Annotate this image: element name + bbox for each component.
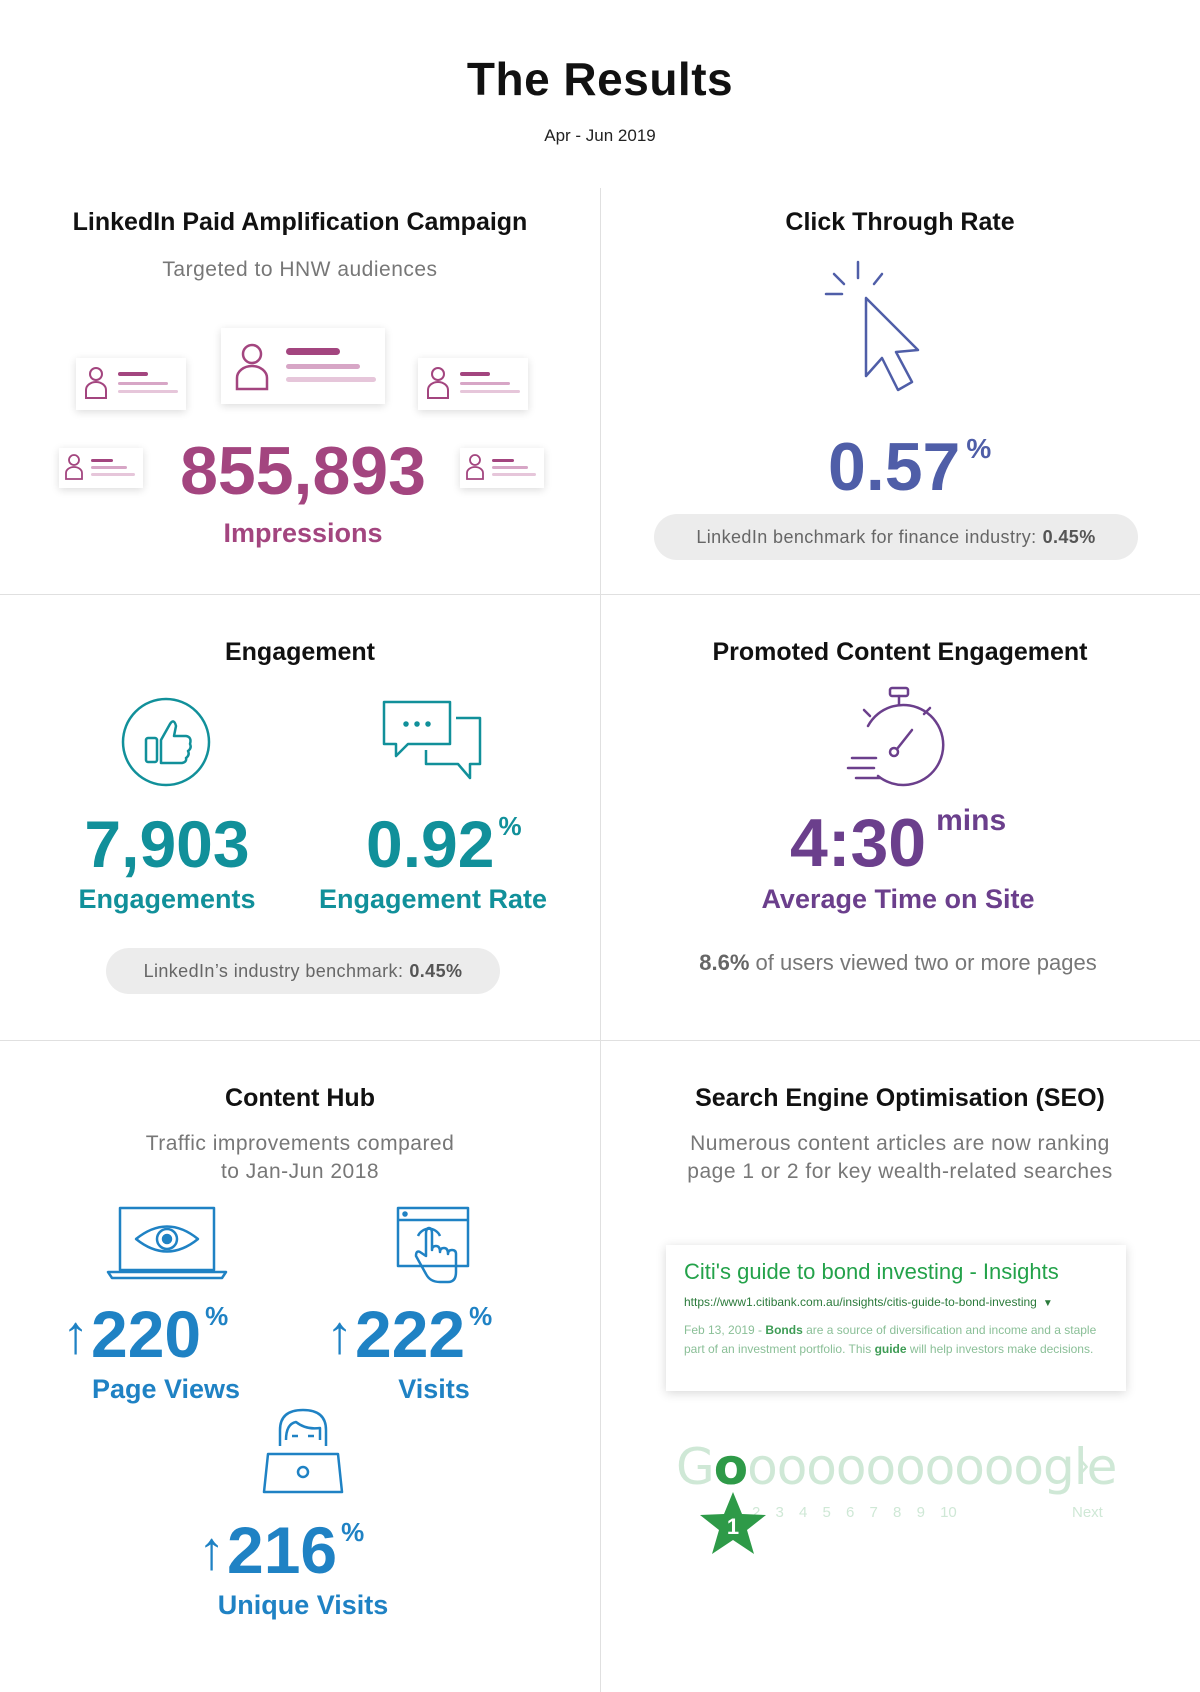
profile-card-icon xyxy=(235,343,376,391)
profile-card-icon xyxy=(427,367,520,399)
engagement-benchmark-text: LinkedIn’s industry benchmark: xyxy=(143,960,404,981)
snippet-text-1: are a source of diversification and inco… xyxy=(684,1323,1097,1356)
profile-card xyxy=(76,358,186,410)
engagement-section: Engagement 7,903 Engagements 0.92% Engag… xyxy=(0,594,600,1040)
pages-viewed-note: 8.6% of users viewed two or more pages xyxy=(600,950,1196,976)
seo-subtitle-2: page 1 or 2 for key wealth-related searc… xyxy=(687,1160,1113,1183)
page-period: Apr - Jun 2019 xyxy=(544,126,656,145)
pages-viewed-text: of users viewed two or more pages xyxy=(755,950,1097,975)
up-arrow-icon: ↑ xyxy=(326,1305,353,1365)
page-views-label: Page Views xyxy=(91,1374,241,1404)
engagements-label: Engagements xyxy=(78,884,256,914)
row-divider-1 xyxy=(0,594,1200,595)
ctr-title: Click Through Rate xyxy=(785,208,1015,236)
engagement-rate-wrap: 0.92% xyxy=(366,806,522,882)
impressions-label: Impressions xyxy=(223,518,383,548)
search-result-url-text: https://www1.citibank.com.au/insights/ci… xyxy=(684,1295,1037,1309)
chevron-right-icon[interactable]: › xyxy=(1078,1446,1090,1484)
content-hub-section: Content Hub Traffic improvements compare… xyxy=(0,1040,600,1692)
content-hub-title: Content Hub xyxy=(225,1084,375,1112)
page-views-value: 220 xyxy=(91,1297,202,1371)
engagement-rate-value: 0.92 xyxy=(366,807,495,881)
up-arrow-icon: ↑ xyxy=(62,1305,89,1365)
impressions-value: 855,893 xyxy=(180,433,426,509)
ctr-benchmark-text: LinkedIn benchmark for finance industry: xyxy=(696,526,1037,547)
time-on-site-label: Average Time on Site xyxy=(761,884,1035,914)
person-laptop-icon xyxy=(262,1408,344,1494)
profile-card xyxy=(460,448,544,488)
laptop-eye-icon xyxy=(106,1206,228,1280)
vertical-divider xyxy=(600,188,601,1692)
linkedin-section: LinkedIn Paid Amplification Campaign Tar… xyxy=(0,0,600,594)
snippet-bold-2: guide xyxy=(874,1342,907,1356)
profile-card-icon xyxy=(65,454,135,480)
search-result-url: https://www1.citibank.com.au/insights/ci… xyxy=(684,1295,1108,1309)
ctr-value: 0.57 xyxy=(828,429,961,505)
seo-section: Search Engine Optimisation (SEO) Numerou… xyxy=(600,1040,1200,1692)
chat-bubbles-icon xyxy=(382,700,482,780)
search-result-title[interactable]: Citi's guide to bond investing - Insight… xyxy=(684,1259,1059,1284)
engagement-rate-label: Engagement Rate xyxy=(318,884,548,914)
ctr-benchmark-value: 0.45% xyxy=(1042,526,1096,547)
google-pagination-logo: Gooooooooooogle xyxy=(676,1438,1117,1496)
google-logo-g: G xyxy=(676,1438,715,1496)
visits-value: 222 xyxy=(355,1297,466,1371)
google-logo-rest: oooooooooogle xyxy=(747,1438,1117,1496)
cursor-click-icon xyxy=(824,260,920,392)
profile-card xyxy=(59,448,143,488)
time-on-site-unit: mins xyxy=(936,804,1007,837)
row-divider-2 xyxy=(0,1040,1200,1041)
snippet-bold-1: Bonds xyxy=(765,1323,803,1337)
engagements-value: 7,903 xyxy=(84,807,250,881)
unique-visits-label: Unique Visits xyxy=(217,1590,389,1620)
visits-unit: % xyxy=(469,1301,493,1331)
content-hub-subtitle-2: to Jan-Jun 2018 xyxy=(220,1160,380,1183)
time-on-site-value: 4:30 xyxy=(790,805,927,881)
snippet-text-2: will help investors make decisions. xyxy=(909,1342,1094,1356)
linkedin-subtitle: Targeted to HNW audiences xyxy=(162,258,438,281)
linkedin-title: LinkedIn Paid Amplification Campaign xyxy=(72,208,528,236)
page-views-unit: % xyxy=(205,1301,229,1331)
stopwatch-icon xyxy=(846,686,945,787)
pages-viewed-value: 8.6% xyxy=(699,950,750,975)
engagement-benchmark-value: 0.45% xyxy=(409,960,463,981)
engagement-rate-unit: % xyxy=(498,811,522,841)
seo-title: Search Engine Optimisation (SEO) xyxy=(695,1084,1105,1112)
ctr-value-wrap: 0.57% xyxy=(828,428,991,506)
page-title: The Results xyxy=(466,53,734,105)
search-result-snippet: Feb 13, 2019 - Bonds are a source of div… xyxy=(684,1321,1108,1359)
page-views-metric: ↑220% xyxy=(62,1296,228,1372)
time-on-site-wrap: 4:30 mins xyxy=(790,804,1006,882)
page-numbers[interactable]: 2 3 4 5 6 7 8 9 10 xyxy=(752,1504,957,1521)
visits-label: Visits xyxy=(398,1374,470,1404)
profile-card-icon xyxy=(466,454,536,480)
google-logo-current-o: o xyxy=(713,1438,748,1496)
browser-click-icon xyxy=(396,1206,470,1284)
dropdown-caret-icon: ▼ xyxy=(1042,1298,1053,1309)
next-link[interactable]: Next xyxy=(1072,1504,1103,1521)
promoted-title: Promoted Content Engagement xyxy=(712,638,1088,666)
profile-card-icon xyxy=(85,367,178,399)
promoted-section: Promoted Content Engagement 4:30 mins Ave… xyxy=(600,594,1200,1040)
content-hub-subtitle-1: Traffic improvements compared xyxy=(145,1132,455,1155)
up-arrow-icon: ↑ xyxy=(198,1521,225,1581)
seo-subtitle-1: Numerous content articles are now rankin… xyxy=(690,1132,1110,1155)
visits-metric: ↑222% xyxy=(326,1296,492,1372)
unique-visits-unit: % xyxy=(341,1517,365,1547)
profile-card xyxy=(221,328,385,404)
ctr-unit: % xyxy=(966,433,992,464)
thumbs-up-icon xyxy=(121,697,211,787)
unique-visits-value: 216 xyxy=(227,1513,338,1587)
unique-visits-metric: ↑216% xyxy=(198,1512,364,1588)
rank-badge-number: 1 xyxy=(727,1514,739,1539)
profile-card xyxy=(418,358,528,410)
star-badge-icon: 1 xyxy=(700,1492,766,1554)
ctr-section: Click Through Rate 0.57% LinkedIn benchm… xyxy=(600,0,1200,594)
ctr-benchmark: LinkedIn benchmark for finance industry:… xyxy=(654,514,1138,560)
search-result-card: Citi's guide to bond investing - Insight… xyxy=(666,1245,1126,1391)
engagement-benchmark: LinkedIn’s industry benchmark: 0.45% xyxy=(106,948,500,994)
engagement-title: Engagement xyxy=(224,638,376,666)
snippet-date: Feb 13, 2019 - xyxy=(684,1323,763,1337)
